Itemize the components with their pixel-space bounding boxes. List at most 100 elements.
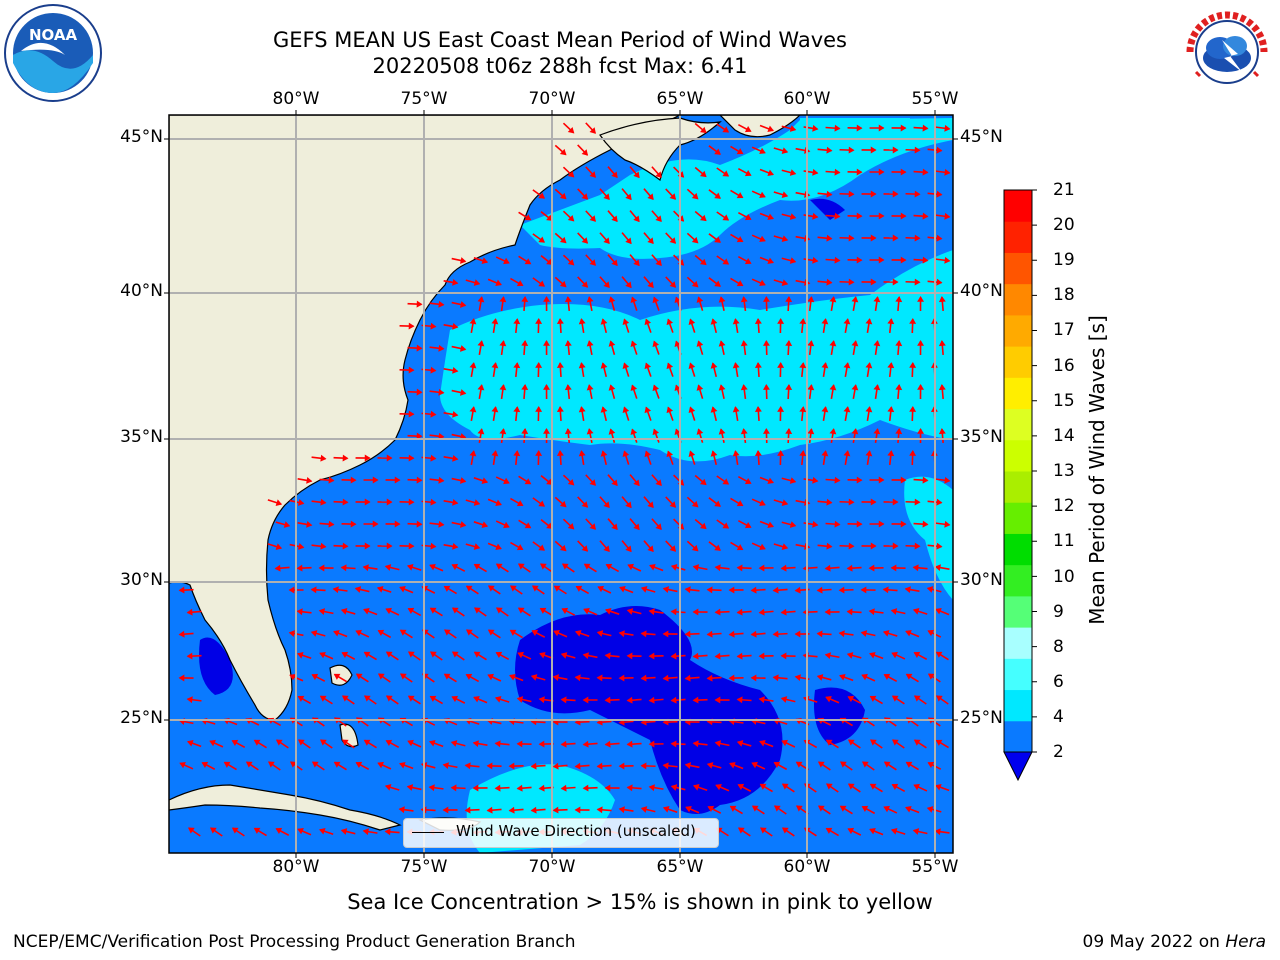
wind-wave-arrowhead [318,608,326,615]
wind-wave-arrowhead [781,279,789,286]
wind-wave-arrowhead [231,827,239,834]
wind-wave-arrowhead [186,652,193,660]
wind-wave-arrowhead [355,761,363,768]
lat-label-left: 35°N [120,427,163,447]
wind-wave-arrowhead [578,362,586,369]
wind-wave-arrowhead [848,278,855,286]
wind-wave-arrowhead [781,783,789,790]
colorbar-segment [1004,221,1032,253]
colorbar-tick-label: 14 [1053,426,1075,446]
wind-wave-arrowhead [751,761,758,769]
wind-wave-arrowhead [364,498,371,506]
wind-wave-arrowhead [655,479,662,486]
wind-wave-arrowhead [777,362,785,368]
wind-wave-arrowhead [789,213,797,220]
colorbar-tick-label: 19 [1053,250,1075,270]
wind-wave-arrowhead [718,428,726,435]
wind-wave-arrowhead [553,585,561,592]
wind-wave-arrowhead [865,362,873,369]
wind-wave-arrowhead [922,476,929,484]
wind-wave-arrowhead [900,124,907,132]
wind-wave-arrowhead [856,476,863,484]
wind-wave-arrowhead [399,585,406,593]
wind-wave-arrowhead [430,454,437,462]
wind-wave-arrowhead [870,190,877,198]
wind-wave-arrowhead [296,652,304,659]
wind-wave-arrowhead [655,259,662,266]
wind-wave-arrowhead [586,340,594,347]
wind-wave-arrowhead [567,127,575,134]
wind-wave-arrowhead [732,450,740,457]
wind-wave-arrowhead [789,125,797,132]
wind-wave-arrowhead [559,544,567,552]
wind-wave-arrowhead [912,608,920,615]
wind-wave-arrowhead [495,651,503,658]
wind-wave-arrowhead [429,739,436,747]
wind-wave-arrowhead [669,501,677,508]
wind-wave-arrowhead [524,522,532,529]
wind-wave-arrowhead [789,521,797,528]
wind-wave-arrowhead [179,761,186,769]
wind-wave-arrowhead [442,806,449,814]
wind-wave-arrowhead [935,783,942,791]
lon-label-top: 55°W [911,89,959,109]
wind-wave-arrowhead [444,629,451,636]
wind-wave-arrowhead [685,805,692,813]
wind-wave-arrowhead [535,362,543,368]
wind-wave-arrowhead [691,544,699,552]
wind-wave-arrowhead [699,126,707,134]
wind-wave-arrowhead [552,674,560,681]
footer-date: 09 May 2022 on Hera [1083,932,1267,952]
wind-wave-arrowhead [499,296,507,303]
wind-wave-arrowhead [944,520,951,528]
wind-wave-arrowhead [567,171,575,178]
wind-wave-arrowhead [789,169,797,176]
wind-wave-arrowhead [535,406,543,412]
map-border [168,114,954,854]
wind-wave-arrowhead [812,168,819,176]
wind-wave-arrowhead [729,805,737,812]
wind-wave-arrowhead [781,191,789,198]
wind-wave-arrowhead [847,783,855,790]
wind-wave-arrowhead [583,607,590,615]
wind-wave-arrowhead [714,608,721,616]
wind-wave-arrowhead [354,586,362,593]
wind-wave-arrowhead [328,520,335,528]
colorbar [1003,189,1037,782]
wind-wave-arrowhead [759,147,766,155]
wind-wave-arrowhead [187,739,194,747]
wind-wave-arrowhead [870,542,877,550]
legend-label: Wind Wave Direction (unscaled) [456,822,696,840]
legend-line-icon [412,832,444,833]
lon-label-top: 80°W [272,89,320,109]
wind-wave-arrowhead [539,651,546,659]
wind-wave-arrowhead [843,318,851,325]
wind-wave-arrowhead [759,279,766,287]
wind-wave-arrowhead [611,523,618,531]
wind-wave-arrowhead [710,362,718,369]
wind-wave-arrowhead [450,784,457,792]
wind-wave-arrowhead [538,236,546,243]
wind-wave-arrowhead [777,318,785,324]
wind-wave-arrowhead [362,828,369,836]
wind-wave-arrowhead [564,428,572,435]
wind-wave-arrowhead [693,784,700,791]
wind-wave-arrowhead [355,629,362,637]
wind-wave-arrowhead [611,171,618,179]
wind-wave-arrowhead [275,827,283,835]
wind-wave-arrowhead [451,563,459,571]
wind-wave-arrowhead [574,674,581,682]
wind-wave-arrowhead [535,318,543,324]
wind-wave-arrowhead [443,673,451,680]
wind-wave-arrowhead [781,827,789,834]
wind-wave-arrowhead [781,147,789,154]
wind-wave-arrowhead [900,520,907,528]
wind-wave-arrowhead [914,278,921,286]
wind-wave-arrowhead [934,828,941,836]
wind-wave-arrowhead [465,585,473,592]
wind-wave-arrowhead [253,739,261,746]
wind-wave-arrowhead [298,739,305,746]
wind-wave-arrowhead [630,428,638,436]
wind-wave-arrowhead [900,168,907,176]
wind-wave-arrowhead [644,362,652,370]
